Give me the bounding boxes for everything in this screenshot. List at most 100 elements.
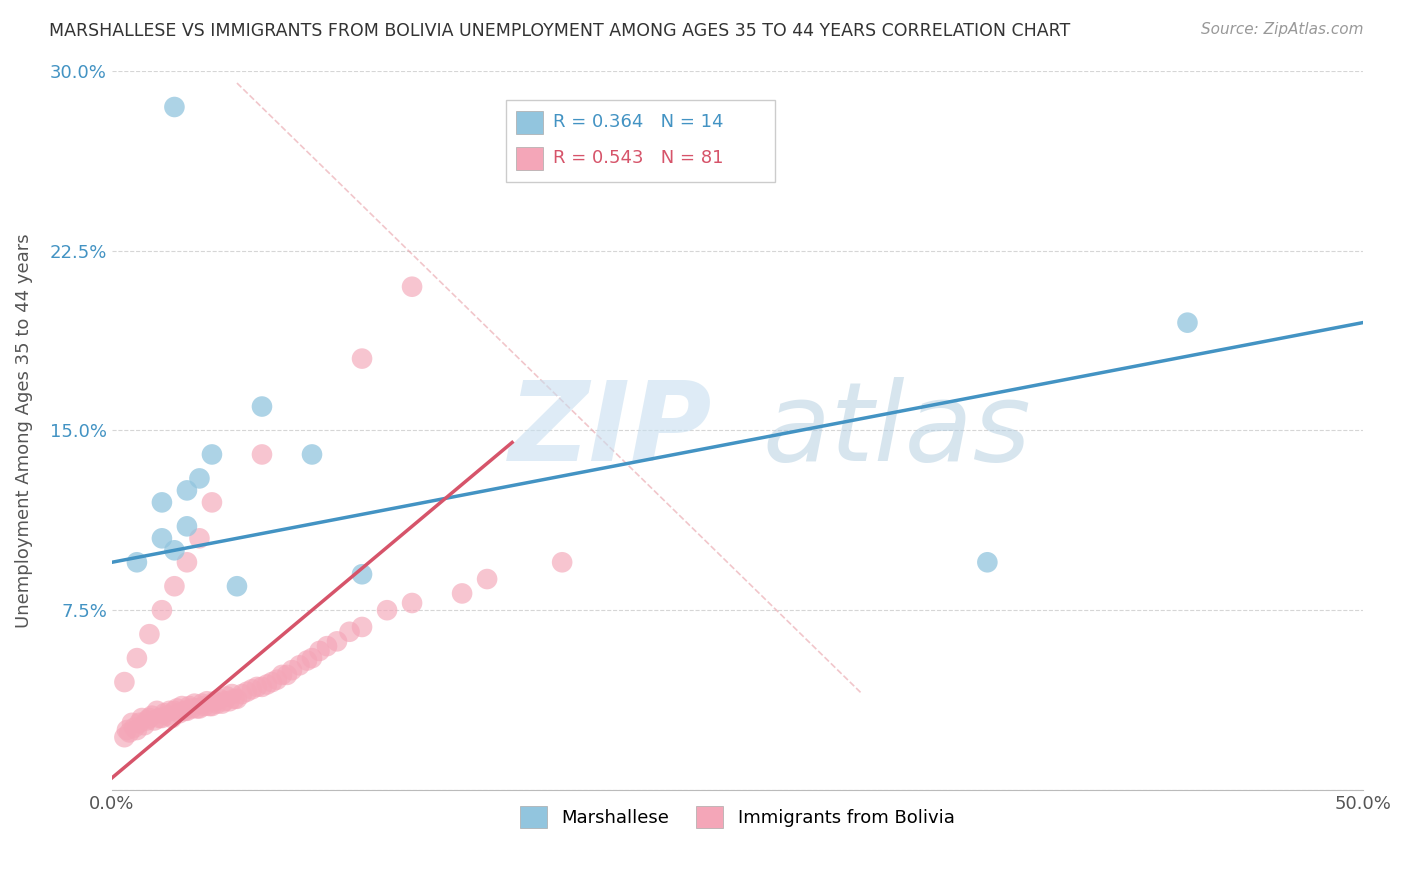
Y-axis label: Unemployment Among Ages 35 to 44 years: Unemployment Among Ages 35 to 44 years <box>15 233 32 628</box>
Point <box>163 704 186 718</box>
Point <box>159 704 181 718</box>
Point <box>271 668 294 682</box>
Point <box>186 701 208 715</box>
Point <box>125 723 148 737</box>
Text: atlas: atlas <box>762 377 1031 484</box>
Point <box>198 699 221 714</box>
Point <box>141 708 163 723</box>
Point <box>250 447 273 461</box>
Point <box>156 708 179 723</box>
Point <box>215 690 238 704</box>
Point <box>1177 316 1199 330</box>
Point <box>188 471 211 485</box>
Point <box>163 100 186 114</box>
Point <box>226 579 249 593</box>
Point <box>138 711 160 725</box>
Point <box>153 706 176 721</box>
Point <box>211 697 233 711</box>
Point <box>179 699 201 714</box>
Point <box>124 721 146 735</box>
Point <box>301 651 323 665</box>
Point <box>281 663 304 677</box>
Point <box>176 483 198 498</box>
Legend: Marshallese, Immigrants from Bolivia: Marshallese, Immigrants from Bolivia <box>513 798 962 835</box>
Point <box>163 543 186 558</box>
Point <box>160 711 183 725</box>
FancyBboxPatch shape <box>506 100 775 183</box>
Point <box>308 644 330 658</box>
Point <box>131 711 153 725</box>
Point <box>208 691 231 706</box>
Point <box>181 701 204 715</box>
Point <box>128 715 150 730</box>
Point <box>150 711 173 725</box>
Point <box>375 603 398 617</box>
Point <box>118 725 141 739</box>
Point <box>146 704 169 718</box>
Point <box>134 718 156 732</box>
FancyBboxPatch shape <box>516 146 543 169</box>
Point <box>176 519 198 533</box>
Point <box>176 555 198 569</box>
Point <box>295 653 318 667</box>
Point <box>250 680 273 694</box>
Point <box>401 279 423 293</box>
Text: MARSHALLESE VS IMMIGRANTS FROM BOLIVIA UNEMPLOYMENT AMONG AGES 35 TO 44 YEARS CO: MARSHALLESE VS IMMIGRANTS FROM BOLIVIA U… <box>49 22 1070 40</box>
Point <box>170 699 193 714</box>
Point <box>301 447 323 461</box>
Point <box>260 675 283 690</box>
Point <box>166 701 188 715</box>
Point <box>150 531 173 545</box>
Point <box>214 694 236 708</box>
Point <box>201 699 224 714</box>
Point <box>125 651 148 665</box>
Point <box>188 531 211 545</box>
Point <box>135 714 157 728</box>
Point <box>401 596 423 610</box>
Point <box>339 624 361 639</box>
Point <box>112 675 135 690</box>
Point <box>201 447 224 461</box>
Point <box>221 687 243 701</box>
Point <box>195 694 218 708</box>
Text: Source: ZipAtlas.com: Source: ZipAtlas.com <box>1201 22 1364 37</box>
Point <box>246 680 269 694</box>
Point <box>150 603 173 617</box>
Point <box>326 634 349 648</box>
Point <box>183 697 205 711</box>
Point <box>188 701 211 715</box>
Point <box>288 658 311 673</box>
Point <box>224 691 246 706</box>
Point <box>451 586 474 600</box>
Point <box>143 714 166 728</box>
Point <box>256 677 278 691</box>
Point <box>316 639 339 653</box>
Point <box>112 730 135 744</box>
Point <box>193 699 215 714</box>
Point <box>266 673 288 687</box>
Point <box>218 694 240 708</box>
Point <box>475 572 498 586</box>
Point <box>138 627 160 641</box>
Point <box>250 400 273 414</box>
Point <box>231 687 253 701</box>
Point <box>201 495 224 509</box>
Point <box>173 704 195 718</box>
Text: ZIP: ZIP <box>509 377 713 484</box>
Point <box>169 706 191 721</box>
FancyBboxPatch shape <box>516 111 543 134</box>
Text: R = 0.364   N = 14: R = 0.364 N = 14 <box>554 113 724 131</box>
Point <box>191 697 214 711</box>
Point <box>236 684 259 698</box>
Point <box>115 723 138 737</box>
Point <box>150 495 173 509</box>
Point <box>976 555 998 569</box>
Point <box>125 555 148 569</box>
Point <box>350 351 373 366</box>
Text: R = 0.543   N = 81: R = 0.543 N = 81 <box>554 149 724 167</box>
Point <box>163 579 186 593</box>
Point <box>148 711 170 725</box>
Point <box>551 555 574 569</box>
Point <box>276 668 298 682</box>
Point <box>205 697 228 711</box>
